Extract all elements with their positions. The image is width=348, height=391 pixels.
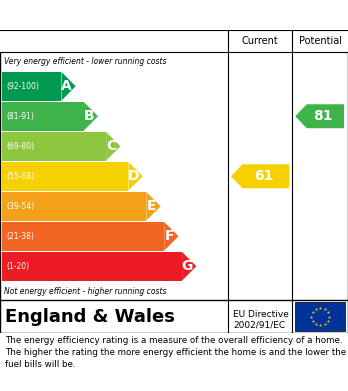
Text: (81-91): (81-91)	[6, 112, 34, 121]
Text: (21-38): (21-38)	[6, 232, 34, 241]
Text: (69-80): (69-80)	[6, 142, 34, 151]
Polygon shape	[62, 72, 76, 100]
Text: (92-100): (92-100)	[6, 82, 39, 91]
Text: 81: 81	[313, 109, 333, 123]
Text: D: D	[128, 169, 139, 183]
Bar	[2, 102, 84, 131]
Text: 2002/91/EC: 2002/91/EC	[233, 320, 285, 329]
Text: The energy efficiency rating is a measure of the overall efficiency of a home. T: The energy efficiency rating is a measur…	[5, 336, 346, 369]
Bar	[2, 132, 106, 160]
Bar	[2, 192, 147, 221]
Text: F: F	[165, 229, 174, 243]
Text: (55-68): (55-68)	[6, 172, 34, 181]
Text: Very energy efficient - lower running costs: Very energy efficient - lower running co…	[4, 57, 166, 66]
Text: A: A	[61, 79, 72, 93]
Text: Potential: Potential	[299, 36, 342, 46]
Text: E: E	[147, 199, 156, 213]
Text: Energy Efficiency Rating: Energy Efficiency Rating	[5, 7, 227, 23]
Bar	[0, 30, 348, 52]
Text: England & Wales: England & Wales	[5, 307, 175, 325]
Bar	[2, 222, 164, 251]
Bar	[2, 72, 62, 100]
Text: EU Directive: EU Directive	[233, 310, 289, 319]
Bar	[295, 302, 345, 331]
Text: Not energy efficient - higher running costs: Not energy efficient - higher running co…	[4, 287, 166, 296]
Text: (1-20): (1-20)	[6, 262, 29, 271]
Text: G: G	[182, 259, 193, 273]
Polygon shape	[84, 102, 98, 131]
Text: C: C	[106, 139, 116, 153]
Polygon shape	[128, 162, 143, 190]
Polygon shape	[147, 192, 160, 221]
Polygon shape	[164, 222, 179, 251]
Polygon shape	[231, 164, 289, 188]
Polygon shape	[295, 104, 344, 128]
Text: Current: Current	[242, 36, 278, 46]
Polygon shape	[182, 252, 196, 280]
Polygon shape	[106, 132, 120, 160]
Text: B: B	[84, 109, 94, 123]
Text: 61: 61	[254, 169, 273, 183]
Text: (39-54): (39-54)	[6, 202, 34, 211]
Bar	[2, 252, 182, 280]
Bar	[2, 162, 128, 190]
